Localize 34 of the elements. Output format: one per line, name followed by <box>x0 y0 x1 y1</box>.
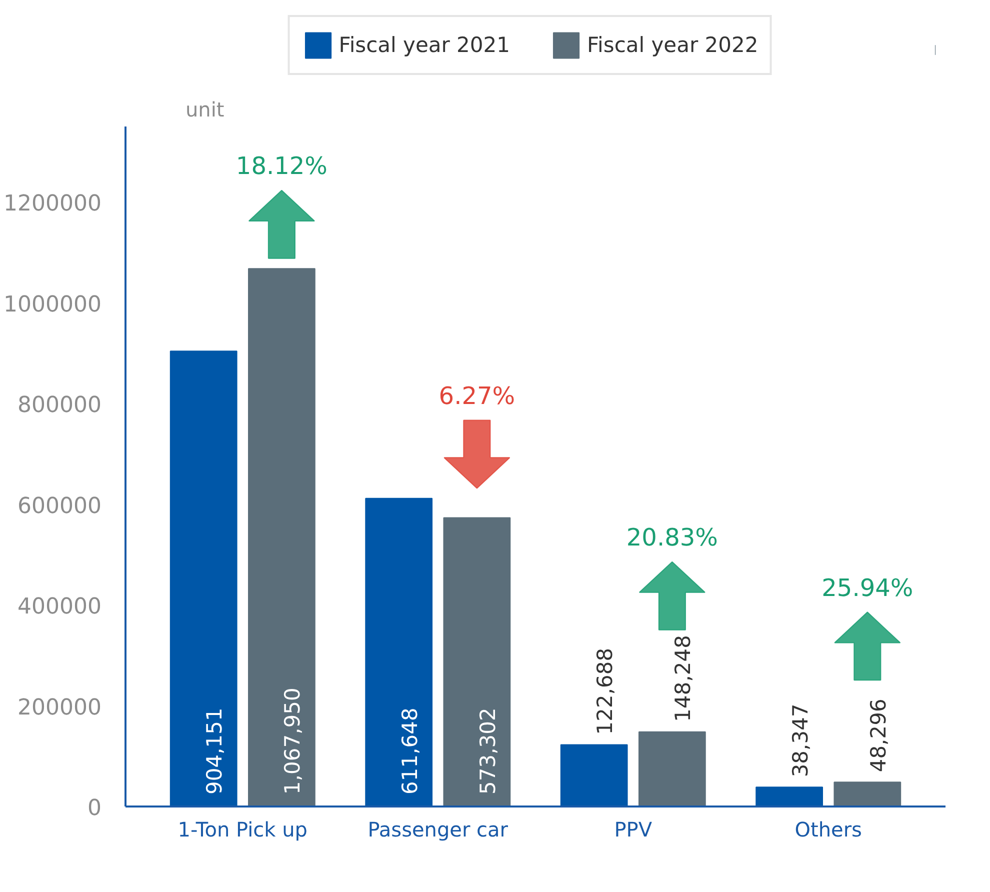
text: 122,688 <box>593 648 618 735</box>
y-axis-title: unit <box>186 98 224 122</box>
x-tick-label: Passenger car <box>368 818 509 842</box>
bar <box>365 498 433 806</box>
annotation: 20.83% <box>626 524 718 552</box>
legend-label: Fiscal year 2022 <box>587 33 758 57</box>
annotation: 6.27% <box>438 382 516 410</box>
x-tick-label: Others <box>794 818 862 842</box>
text: 573,302 <box>476 708 500 794</box>
bar <box>248 268 316 806</box>
y-tick-label: 1000000 <box>4 292 102 318</box>
bar <box>638 731 706 806</box>
y-tick-label: 800000 <box>18 393 102 418</box>
text: 1,067,950 <box>280 688 305 794</box>
annotation: 25.94% <box>822 574 914 602</box>
text: 611,648 <box>398 708 422 794</box>
x-tick-label: 1-Ton Pick up <box>178 818 308 842</box>
text: 48,296 <box>866 698 890 772</box>
x-tick-label: PPV <box>614 818 652 842</box>
annotation: 18.12% <box>236 152 328 180</box>
bar <box>834 782 902 806</box>
bar <box>170 350 238 806</box>
y-tick-label: 600000 <box>18 494 102 519</box>
text: 38,347 <box>788 704 812 778</box>
text: 148,248 <box>671 634 696 722</box>
bar <box>756 786 823 806</box>
text: 904,151 <box>202 708 227 794</box>
bar <box>560 744 628 806</box>
legend-label: Fiscal year 2021 <box>338 33 510 57</box>
y-tick-label: 1200000 <box>4 192 102 217</box>
y-tick-label: 400000 <box>18 594 102 620</box>
bar <box>443 517 511 806</box>
y-tick-label: 200000 <box>18 695 102 720</box>
y-tick-label: 0 <box>88 796 102 821</box>
